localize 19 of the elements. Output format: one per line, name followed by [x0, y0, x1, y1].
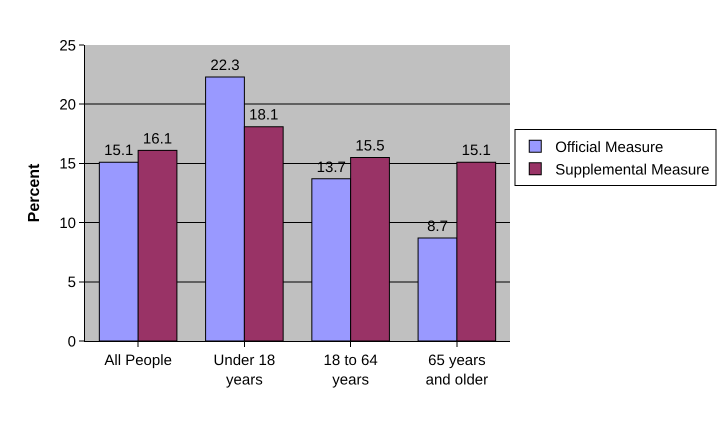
- data-label: 18.1: [249, 106, 278, 124]
- legend-label: Official Measure: [555, 139, 664, 156]
- x-tick-label: 18 to 64 years: [324, 352, 378, 388]
- y-tick-label: 5: [68, 274, 76, 292]
- x-tick-label: Under 18 years: [214, 352, 276, 388]
- y-tick-label: 0: [68, 333, 76, 350]
- data-label: 15.5: [355, 137, 385, 154]
- x-tick-label: 65 years and older: [426, 352, 488, 388]
- y-tick-label: 20: [59, 96, 76, 114]
- legend-label: Supplemental Measure: [555, 162, 710, 179]
- y-tick-label: 15: [59, 156, 76, 173]
- x-tick-label: All People: [104, 352, 172, 369]
- y-tick-label: 10: [59, 214, 76, 232]
- data-label: 15.1: [462, 142, 491, 160]
- data-label: 16.1: [142, 130, 172, 148]
- data-label: 22.3: [210, 56, 240, 74]
- data-label: 15.1: [104, 142, 134, 160]
- y-axis-title: Percent: [26, 162, 44, 222]
- y-tick-label: 25: [59, 37, 76, 54]
